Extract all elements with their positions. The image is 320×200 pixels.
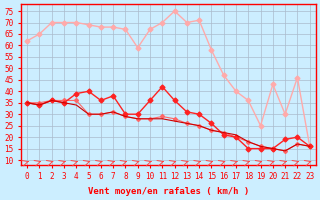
X-axis label: Vent moyen/en rafales ( km/h ): Vent moyen/en rafales ( km/h ) xyxy=(88,187,249,196)
